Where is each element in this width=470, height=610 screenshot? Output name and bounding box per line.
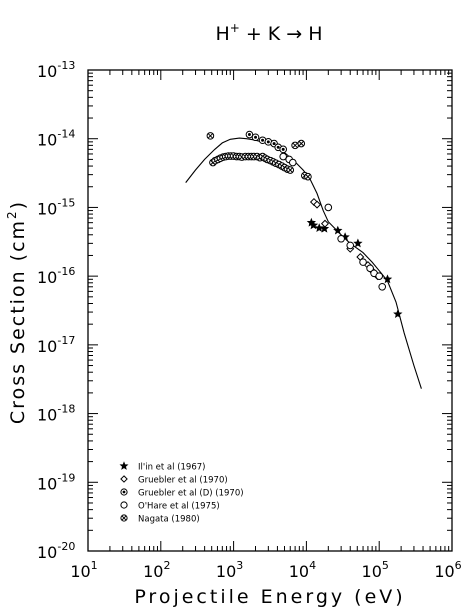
data-point xyxy=(304,172,312,181)
x-axis-label: Projectile Energy (eV) xyxy=(134,586,405,608)
data-point xyxy=(286,166,295,174)
x-tick-label: 101 xyxy=(70,559,97,581)
series-0 xyxy=(306,217,403,319)
x-tick-label: 103 xyxy=(216,559,243,581)
data-point xyxy=(382,274,393,284)
y-tick-label: 10-13 xyxy=(37,59,75,81)
data-point xyxy=(320,219,329,228)
legend-label: Gruebler et al (1970) xyxy=(138,476,228,486)
x-tick-label: 105 xyxy=(362,559,389,581)
data-points xyxy=(206,130,403,319)
series-2 xyxy=(245,130,287,154)
legend-marker xyxy=(120,475,128,483)
legend-label: Nagata (1980) xyxy=(138,515,200,525)
data-point xyxy=(393,309,403,319)
legend: Il'in et al (1967) Gruebler et al (1970) G… xyxy=(119,461,244,525)
data-point xyxy=(324,203,333,212)
y-tick-label: 10-17 xyxy=(37,334,75,356)
ylabel-text: Cross Section (cm2) xyxy=(5,200,29,424)
series-4 xyxy=(206,132,312,181)
data-point xyxy=(251,133,260,142)
series-3 xyxy=(279,152,387,291)
chart-title: H+ + K → H xyxy=(215,21,322,45)
y-axis-label: Cross Section (cm2) xyxy=(5,200,29,424)
legend-marker xyxy=(120,514,128,522)
y-tick-label: 10-18 xyxy=(37,403,75,425)
y-tick-label: 10-20 xyxy=(37,540,75,562)
data-point xyxy=(375,272,384,280)
plot-frame xyxy=(87,69,453,552)
y-tick-label: 10-14 xyxy=(37,128,75,150)
y-tick-label: 10-15 xyxy=(37,196,75,218)
legend-marker xyxy=(120,501,128,509)
data-point xyxy=(206,132,215,140)
data-point xyxy=(346,241,355,250)
data-point xyxy=(359,258,367,266)
y-tick-labels: 10-13 10-14 10-15 10-16 10-17 10-18 10-19 10-20 xyxy=(37,59,75,562)
axis-ticks xyxy=(87,69,453,552)
data-point xyxy=(314,223,324,233)
data-point xyxy=(366,264,374,273)
data-point xyxy=(337,234,345,243)
data-point xyxy=(308,220,319,230)
data-point xyxy=(353,238,363,248)
x-tick-labels: 101 102 103 104 105 106 xyxy=(70,559,461,581)
legend-marker xyxy=(120,488,128,496)
data-point xyxy=(313,200,322,209)
data-point xyxy=(279,152,287,161)
xlabel-text: Projectile Energy (eV) xyxy=(134,586,405,608)
y-tick-label: 10-19 xyxy=(37,471,75,493)
legend-label: O'Hare et al (1975) xyxy=(138,502,220,512)
x-tick-label: 102 xyxy=(143,559,170,581)
x-tick-label: 104 xyxy=(289,559,316,581)
data-point xyxy=(288,158,297,167)
y-tick-label: 10-16 xyxy=(37,265,75,287)
data-point xyxy=(297,139,306,148)
data-point xyxy=(291,141,299,150)
x-tick-label: 106 xyxy=(434,559,461,581)
data-point xyxy=(333,225,343,235)
title-text: H+ + K → H xyxy=(215,21,322,45)
data-point xyxy=(279,145,287,154)
legend-label: Il'in et al (1967) xyxy=(138,463,205,473)
legend-label: Gruebler et al (D) (1970) xyxy=(138,489,244,499)
legend-marker xyxy=(119,461,129,470)
data-point xyxy=(319,223,330,233)
data-point xyxy=(378,282,387,291)
data-point xyxy=(245,130,254,139)
